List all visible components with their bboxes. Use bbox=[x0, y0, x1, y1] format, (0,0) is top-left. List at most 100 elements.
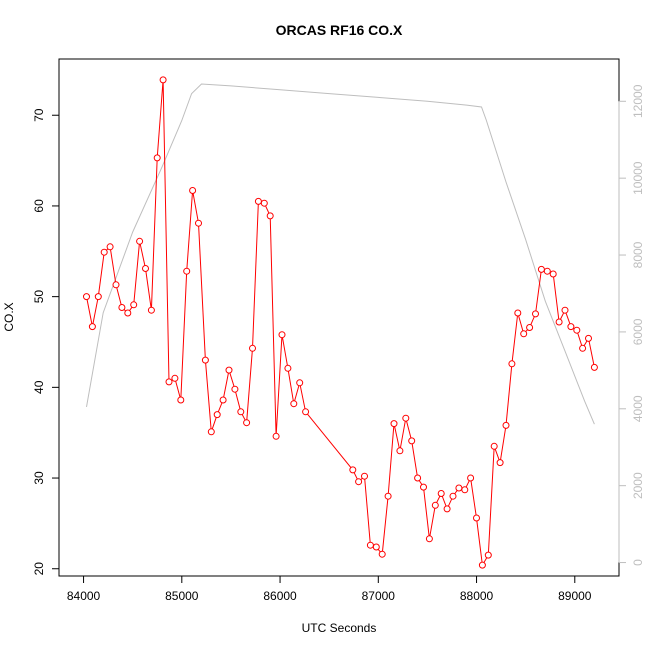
co-point bbox=[549, 270, 557, 278]
co-point bbox=[555, 318, 563, 326]
co-point bbox=[349, 466, 357, 474]
co-series bbox=[83, 76, 598, 569]
co-point bbox=[159, 76, 167, 84]
co-point bbox=[579, 344, 587, 352]
co-point bbox=[384, 492, 392, 500]
co-point bbox=[260, 199, 268, 207]
co-point bbox=[272, 432, 280, 440]
co-point bbox=[201, 356, 209, 364]
x-tick-label: 88000 bbox=[460, 589, 494, 603]
co-point bbox=[366, 541, 374, 549]
co-point bbox=[378, 550, 386, 558]
co-point bbox=[496, 459, 504, 467]
co-point bbox=[225, 366, 233, 374]
x-tick-label: 87000 bbox=[362, 589, 396, 603]
y-tick-label: 20 bbox=[32, 562, 46, 576]
co-point bbox=[207, 428, 215, 436]
co-point bbox=[537, 265, 545, 273]
y2-tick-label: 10000 bbox=[631, 161, 645, 195]
co-point bbox=[514, 309, 522, 317]
co-point bbox=[484, 551, 492, 559]
y2-tick-label: 8000 bbox=[631, 241, 645, 268]
x-axis: 84000 85000 86000 87000 88000 89000 bbox=[67, 575, 592, 603]
co-point bbox=[83, 293, 90, 301]
co-point bbox=[243, 419, 251, 427]
co-point bbox=[130, 301, 138, 309]
co-point bbox=[361, 472, 368, 480]
altitude-series bbox=[86, 83, 595, 425]
co-point bbox=[266, 212, 274, 220]
co-point bbox=[177, 396, 185, 404]
co-point bbox=[254, 197, 262, 205]
co-point bbox=[278, 331, 286, 339]
co-point bbox=[195, 219, 202, 227]
co-point bbox=[561, 306, 569, 314]
y2-tick-label: 4000 bbox=[631, 395, 645, 422]
co-point bbox=[461, 486, 469, 494]
y-axis-left: 20 30 40 50 60 70 bbox=[32, 108, 60, 576]
co-point bbox=[296, 379, 304, 387]
co-point bbox=[543, 267, 551, 275]
co-point bbox=[213, 411, 221, 419]
co-point bbox=[118, 304, 126, 311]
co-point bbox=[520, 330, 528, 338]
co-point bbox=[585, 334, 592, 342]
y2-tick-label: 12000 bbox=[631, 84, 645, 118]
co-point bbox=[490, 442, 498, 450]
co-point bbox=[124, 309, 132, 317]
co-point bbox=[567, 323, 575, 331]
y-tick-label: 30 bbox=[32, 471, 46, 485]
co-point bbox=[420, 483, 427, 491]
co-point bbox=[443, 505, 451, 513]
co-point bbox=[449, 492, 457, 500]
co-point bbox=[106, 243, 114, 251]
x-tick-label: 89000 bbox=[558, 589, 592, 603]
co-point bbox=[142, 265, 149, 272]
co-point bbox=[573, 326, 581, 334]
co-point bbox=[402, 414, 410, 422]
co-point bbox=[171, 374, 179, 382]
y-axis-right: 0 2000 4000 6000 8000 10000 12000 bbox=[618, 84, 645, 566]
co-point bbox=[437, 490, 445, 497]
x-tick-label: 84000 bbox=[67, 589, 101, 603]
co-point bbox=[467, 474, 475, 482]
co-point bbox=[590, 363, 598, 371]
co-point bbox=[478, 561, 486, 569]
co-point bbox=[189, 187, 197, 194]
co-point bbox=[153, 154, 161, 162]
co-point bbox=[136, 237, 144, 245]
co-point bbox=[231, 385, 239, 393]
x-tick-label: 86000 bbox=[263, 589, 297, 603]
co-point bbox=[355, 478, 363, 486]
co-point bbox=[473, 514, 480, 522]
co-point bbox=[249, 344, 256, 352]
co-point bbox=[237, 408, 245, 416]
y-tick-label: 70 bbox=[32, 108, 46, 122]
co-point bbox=[147, 306, 155, 314]
y2-tick-label: 6000 bbox=[631, 318, 645, 345]
co-point bbox=[408, 437, 416, 445]
co-point bbox=[526, 324, 534, 331]
x-axis-label: UTC Seconds bbox=[302, 621, 377, 635]
x-tick-label: 85000 bbox=[165, 589, 199, 603]
co-point bbox=[219, 396, 227, 404]
y-tick-label: 50 bbox=[32, 290, 46, 304]
y2-tick-label: 0 bbox=[631, 559, 645, 566]
co-point bbox=[88, 323, 96, 331]
co-point bbox=[284, 364, 292, 372]
y2-tick-label: 2000 bbox=[631, 472, 645, 499]
co-point bbox=[290, 400, 298, 408]
co-point bbox=[508, 360, 516, 368]
y-tick-label: 40 bbox=[32, 380, 46, 394]
co-point bbox=[532, 310, 539, 318]
co-point bbox=[302, 408, 310, 416]
co-point bbox=[372, 543, 380, 551]
y-tick-label: 60 bbox=[32, 199, 46, 213]
co-point bbox=[414, 474, 422, 482]
plot-frame bbox=[58, 58, 620, 577]
co-point bbox=[100, 248, 108, 256]
co-point bbox=[431, 501, 439, 509]
co-point bbox=[502, 421, 510, 429]
co-point bbox=[183, 267, 191, 275]
